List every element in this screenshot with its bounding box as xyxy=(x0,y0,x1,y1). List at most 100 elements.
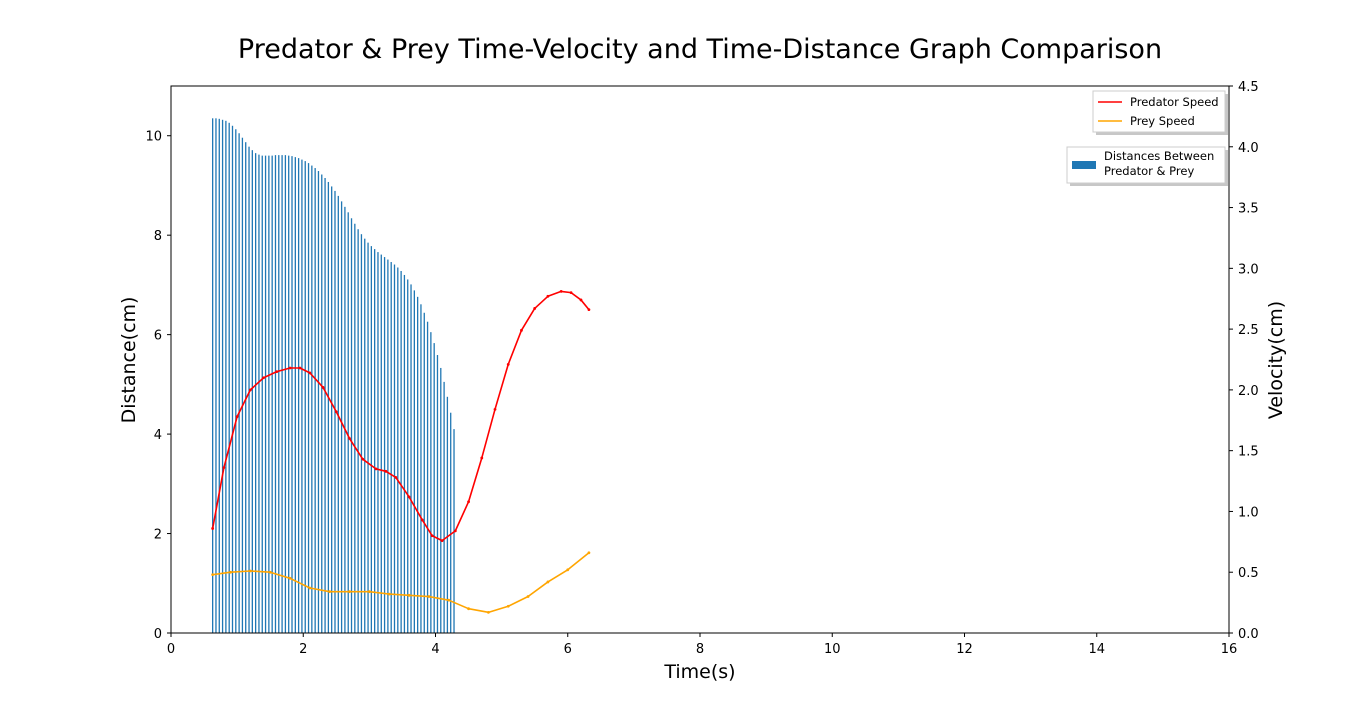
distance-bar xyxy=(254,153,257,633)
predator-speed-point xyxy=(430,534,434,538)
distance-bar xyxy=(278,155,280,633)
predator-speed-point xyxy=(420,518,424,522)
prey-speed-point xyxy=(566,568,570,572)
prey-speed-point xyxy=(367,590,371,594)
y-left-tick-label: 0 xyxy=(154,627,162,642)
x-tick-label: 2 xyxy=(299,642,307,657)
distance-bar xyxy=(228,122,230,634)
distance-bar xyxy=(450,412,452,633)
distance-bar xyxy=(291,156,293,633)
x-tick-label: 4 xyxy=(431,642,439,657)
x-tick-label: 10 xyxy=(824,642,841,657)
distance-bar xyxy=(347,212,349,633)
distance-bar xyxy=(374,249,376,634)
y-right-tick-label: 2.0 xyxy=(1238,384,1259,399)
x-axis: 0 2 4 6 8 10 12 14 16 xyxy=(167,633,1237,657)
distance-bar xyxy=(288,155,290,633)
predator-speed-point xyxy=(394,476,398,479)
distance-bar xyxy=(410,284,412,633)
x-tick-label: 12 xyxy=(956,642,973,657)
prey-speed-point xyxy=(211,573,215,577)
predator-speed-point xyxy=(467,500,470,504)
x-tick-label: 0 xyxy=(167,642,175,657)
y-right-tick-label: 2.5 xyxy=(1238,323,1259,338)
distance-bar xyxy=(440,367,442,633)
distance-bar xyxy=(413,290,415,633)
y-axis-left: 0 2 4 6 8 10 xyxy=(145,130,171,642)
distance-bar xyxy=(340,201,343,633)
distance-bar xyxy=(261,155,263,633)
predator-speed-point xyxy=(533,307,537,310)
prey-speed-point xyxy=(387,592,391,596)
legend-prey-label: Prey Speed xyxy=(1130,114,1195,128)
distance-bar xyxy=(301,159,303,633)
predator-speed-point xyxy=(506,362,510,366)
distance-bar xyxy=(231,125,234,633)
y-right-tick-label: 4.5 xyxy=(1238,80,1259,95)
distance-bars xyxy=(212,118,455,634)
predator-speed-point xyxy=(334,410,338,414)
prey-speed-point xyxy=(526,595,530,598)
distance-bar xyxy=(350,218,353,633)
distance-bar xyxy=(241,137,244,633)
legend-distance-swatch xyxy=(1072,161,1096,169)
y-right-tick-label: 3.0 xyxy=(1238,262,1259,277)
prey-speed-line xyxy=(212,552,590,614)
distance-bar xyxy=(367,242,369,633)
distance-bar xyxy=(436,355,439,633)
distance-bar xyxy=(344,206,346,633)
distance-bar xyxy=(420,304,422,633)
distance-bar xyxy=(443,381,445,633)
predator-speed-point xyxy=(520,328,523,332)
legend-distance-label: Predator & Prey xyxy=(1104,164,1194,178)
predator-speed-point xyxy=(298,366,302,370)
y-left-tick-label: 8 xyxy=(154,229,162,244)
y-left-tick-label: 6 xyxy=(154,329,162,344)
prey-speed-point xyxy=(546,580,550,584)
distance-bar xyxy=(297,158,300,633)
distance-bar xyxy=(364,238,366,633)
prey-speed-point xyxy=(268,570,272,574)
distance-bar xyxy=(380,254,382,633)
distance-bar xyxy=(215,118,217,633)
predator-speed-point xyxy=(440,539,444,543)
predator-speed-point xyxy=(235,415,239,419)
predator-speed-point xyxy=(288,366,292,370)
distance-bar xyxy=(331,186,333,633)
distance-bar xyxy=(307,163,310,633)
prey-speed-point xyxy=(288,576,292,580)
distance-bar xyxy=(304,161,306,633)
distance-bar xyxy=(281,155,283,633)
distance-bar xyxy=(426,321,429,633)
distance-bar xyxy=(294,157,296,634)
y-axis-left-label: Distance(cm) xyxy=(118,297,140,424)
predator-speed-point xyxy=(348,437,351,440)
distance-bar xyxy=(212,118,214,633)
y-right-tick-label: 0.5 xyxy=(1238,566,1259,581)
predator-speed-point xyxy=(559,290,563,293)
distance-bar xyxy=(354,223,356,634)
predator-speed-point xyxy=(384,469,388,473)
prey-speed-point xyxy=(229,570,232,574)
predator-speed-point xyxy=(453,529,457,533)
distance-bar xyxy=(377,252,379,633)
distance-bar xyxy=(393,264,396,633)
distance-bar xyxy=(390,262,392,633)
prey-speed-point xyxy=(487,610,490,614)
predator-speed-point xyxy=(321,386,325,389)
x-tick-label: 8 xyxy=(696,642,704,657)
distance-bar xyxy=(284,155,287,633)
distance-bar xyxy=(324,178,326,633)
distance-bar xyxy=(387,259,389,633)
distance-bar xyxy=(403,274,406,633)
y-left-tick-label: 2 xyxy=(154,528,162,543)
distance-bar xyxy=(317,171,320,633)
predator-speed-point xyxy=(407,495,411,499)
predator-speed-point xyxy=(275,370,279,374)
predator-speed-point xyxy=(480,456,484,460)
predator-speed-line xyxy=(211,290,590,542)
distance-bar xyxy=(321,174,323,633)
distance-bar xyxy=(400,270,402,633)
prey-speed-point xyxy=(506,604,510,608)
